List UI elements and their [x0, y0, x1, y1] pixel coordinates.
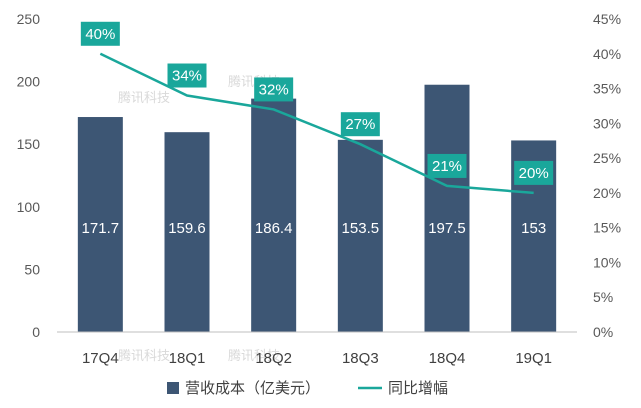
left-tick-label: 250 — [17, 11, 41, 27]
bar — [77, 117, 123, 332]
left-tick-label: 50 — [24, 261, 40, 277]
right-tick-label: 35% — [593, 81, 621, 97]
bar-value-label: 197.5 — [428, 220, 466, 237]
line-value-label: 32% — [259, 81, 289, 98]
growth-line — [99, 52, 534, 195]
watermark-text: 腾讯科技 — [118, 348, 170, 364]
category-label: 18Q2 — [255, 350, 292, 367]
right-tick-label: 40% — [593, 46, 621, 62]
left-tick-label: 150 — [17, 136, 41, 152]
right-tick-label: 45% — [593, 11, 621, 27]
line-label-box — [514, 160, 554, 185]
watermark-text: 腾讯科技 — [228, 348, 280, 364]
category-label: 17Q4 — [82, 350, 119, 367]
legend-bar-label: 营收成本（亿美元） — [185, 379, 320, 397]
right-tick-label: 15% — [593, 220, 621, 236]
bar — [164, 132, 210, 332]
right-tick-label: 20% — [593, 185, 621, 201]
right-tick-label: 0% — [593, 324, 613, 340]
line-value-label: 21% — [432, 158, 462, 175]
bar — [337, 139, 383, 332]
bar — [251, 98, 297, 332]
x-axis: 17Q4 18Q1 18Q2 18Q3 18Q4 19Q1 — [57, 331, 577, 367]
line-value-label: 34% — [172, 68, 202, 85]
legend-bar-swatch — [167, 382, 179, 394]
bar-series: 171.7 159.6 186.4 153.5 197.5 153 — [77, 84, 557, 332]
line-label-box — [427, 153, 467, 178]
bar-value-label: 153.5 — [342, 220, 380, 237]
right-tick-label: 10% — [593, 254, 621, 270]
line-value-label: 40% — [85, 26, 115, 43]
bar — [424, 84, 470, 332]
bar-value-label: 171.7 — [82, 220, 120, 237]
right-tick-label: 25% — [593, 150, 621, 166]
legend: 营收成本（亿美元） 同比增幅 — [167, 379, 448, 397]
line-label-box — [254, 77, 294, 102]
category-label: 18Q4 — [429, 350, 466, 367]
right-tick-label: 5% — [593, 289, 613, 305]
watermark-text: 腾讯科技 — [118, 90, 170, 106]
line-label-box — [80, 21, 120, 46]
line-label-box — [167, 63, 207, 88]
left-axis: 0 50 100 150 200 250 — [17, 11, 41, 340]
line-value-label: 20% — [519, 165, 549, 182]
bar-value-label: 159.6 — [168, 220, 206, 237]
category-label: 18Q3 — [342, 350, 379, 367]
line-value-label: 27% — [345, 116, 375, 133]
right-tick-label: 30% — [593, 115, 621, 131]
left-tick-label: 200 — [17, 74, 41, 90]
line-label-box — [340, 112, 380, 137]
right-axis: 0% 5% 10% 15% 20% 25% 30% 35% 40% 45% — [593, 11, 621, 340]
legend-line-label: 同比增幅 — [388, 379, 448, 397]
left-tick-label: 0 — [32, 324, 40, 340]
category-label: 19Q1 — [515, 350, 552, 367]
line-series: 40% 34% 32% 27% 21% 20% — [80, 21, 554, 195]
bar-value-label: 153 — [521, 220, 546, 237]
category-label: 18Q1 — [169, 350, 206, 367]
bar-value-label: 186.4 — [255, 220, 293, 237]
left-tick-label: 100 — [17, 199, 41, 215]
